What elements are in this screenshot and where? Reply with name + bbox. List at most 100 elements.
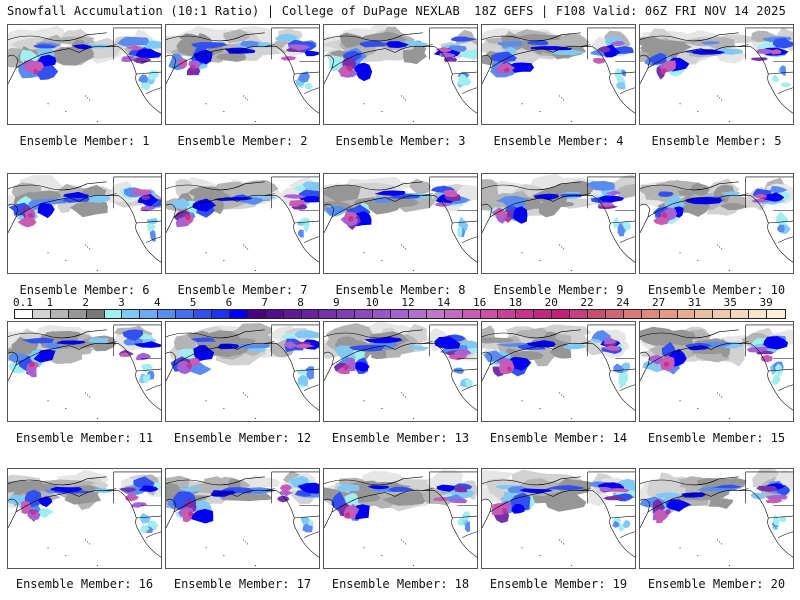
ensemble-member-map-12 [165, 321, 320, 422]
ensemble-member-map-14 [481, 321, 636, 422]
snowfall-contour [545, 485, 586, 491]
coastline-border [422, 195, 477, 263]
snowfall-contour [502, 507, 508, 514]
snowfall-contour [558, 491, 573, 508]
colorbar-swatch [337, 310, 356, 318]
snowfall-contour [283, 341, 297, 349]
island [679, 103, 681, 105]
colorbar-swatch [767, 310, 785, 318]
island [412, 270, 415, 271]
snowfall-contour [504, 216, 512, 223]
snowfall-contour [37, 201, 55, 219]
snowfall-contour [763, 336, 789, 350]
island [246, 99, 249, 101]
snowfall-contour [538, 196, 562, 218]
colorbar-tick-label: 20 [544, 296, 558, 309]
coastline-border [452, 515, 477, 519]
coastline-border [136, 368, 161, 372]
snowfall-contour [300, 196, 319, 203]
island [88, 99, 91, 101]
snowfall-contour [597, 46, 611, 54]
snowfall-contour [772, 37, 793, 49]
colorbar-tick-label: 35 [723, 296, 737, 309]
colorbar-swatch [605, 310, 624, 318]
island [402, 97, 405, 99]
snowfall-contour [458, 49, 477, 60]
snowfall-contour [439, 52, 456, 58]
snowfall-contour [297, 229, 304, 238]
snowfall-contour [598, 195, 625, 203]
snowfall-contour [133, 476, 155, 489]
coastline-border [106, 46, 161, 114]
island [88, 248, 91, 250]
snowfall-contour [779, 516, 787, 523]
snowfall-contour [661, 341, 677, 362]
snowfall-contour [610, 40, 626, 46]
snowfall-contour [769, 185, 788, 193]
island [720, 99, 723, 101]
snowfall-contour [125, 493, 139, 502]
island [412, 121, 415, 122]
snowfall-contour [91, 488, 113, 493]
coastline-border [166, 329, 265, 339]
snowfall-contour [38, 496, 53, 508]
snowfall-contour [334, 345, 356, 361]
colorbar-tick-label: 24 [616, 296, 630, 309]
snowfall-contour [512, 206, 528, 224]
coastline-border [580, 46, 635, 114]
snowfall-contour [750, 492, 767, 500]
coastline-border [482, 351, 493, 381]
snowfall-contour [294, 343, 316, 349]
island [65, 260, 67, 262]
snowfall-contour [402, 46, 427, 65]
island [84, 392, 87, 394]
snowfall-contour [54, 36, 95, 45]
colorbar-tick-label: 39 [759, 296, 773, 309]
colorbar-swatch [211, 310, 230, 318]
ensemble-member-label: Ensemble Member: 15 [647, 431, 786, 445]
island [404, 396, 407, 398]
snowfall-contour [585, 181, 615, 191]
snowfall-contour [443, 189, 458, 198]
snowfall-contour [775, 363, 783, 376]
island [562, 99, 565, 101]
colorbar-tick-label: 6 [225, 296, 233, 309]
island [96, 565, 99, 566]
colorbar-swatch [623, 310, 642, 318]
snowfall-contour [443, 57, 458, 62]
snowfall-contour [542, 331, 557, 343]
coastline-border [778, 531, 793, 538]
snowfall-contour [409, 178, 431, 194]
coastline-border [422, 343, 477, 411]
ensemble-member-label: Ensemble Member: 16 [15, 577, 154, 591]
coastline-border [482, 476, 581, 486]
coastline-border [620, 87, 635, 94]
snowfall-contour [190, 64, 196, 70]
snowfall-contour [406, 345, 430, 350]
snowfall-contour [771, 49, 782, 55]
snowfall-map [8, 25, 161, 122]
island [539, 555, 541, 557]
snowfall-contour [346, 66, 353, 72]
ensemble-member-map-20 [639, 468, 794, 569]
coastline-border [8, 32, 107, 42]
island [560, 97, 563, 99]
snowfall-contour [221, 323, 272, 343]
snowfall-contour [178, 487, 202, 493]
coastline-border [489, 44, 591, 69]
ensemble-member-map-18 [323, 468, 478, 569]
snowfall-contour [216, 343, 240, 350]
island [412, 418, 415, 419]
coastline-border [610, 71, 635, 75]
snowfall-contour [666, 499, 692, 512]
colorbar-swatch [516, 310, 535, 318]
coastline-border [324, 181, 423, 191]
snowfall-contour [24, 60, 45, 73]
coastline-border [620, 531, 635, 538]
coastline-border [640, 498, 651, 528]
coastline-border [331, 341, 433, 366]
coastline-border [264, 343, 319, 411]
island [363, 400, 365, 402]
snowfall-contour [50, 486, 83, 493]
colorbar-swatch [480, 310, 499, 318]
